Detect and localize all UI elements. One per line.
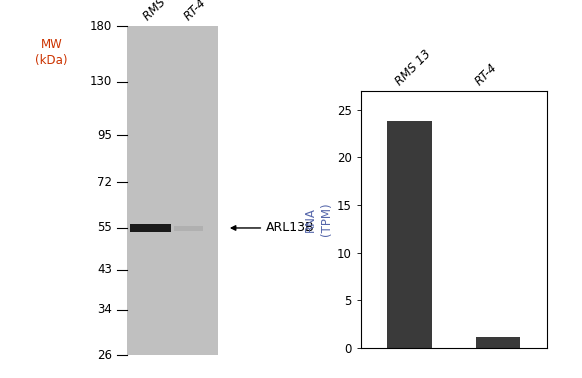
- Text: 34: 34: [97, 303, 112, 316]
- Text: 95: 95: [97, 129, 112, 142]
- Y-axis label: RNA
(TPM): RNA (TPM): [304, 203, 333, 236]
- Bar: [476, 337, 520, 348]
- Text: RT-4: RT-4: [182, 0, 208, 23]
- Bar: [388, 121, 432, 348]
- Text: RT-4: RT-4: [473, 61, 500, 88]
- Text: RMS 13: RMS 13: [393, 48, 433, 88]
- Bar: [127, 26, 218, 355]
- Bar: [175, 226, 203, 231]
- Text: 72: 72: [97, 176, 112, 189]
- Text: MW
(kDa): MW (kDa): [35, 38, 68, 67]
- Text: 130: 130: [90, 75, 112, 88]
- Text: 55: 55: [97, 222, 112, 234]
- Bar: [130, 224, 171, 232]
- Text: 43: 43: [97, 263, 112, 276]
- Text: 180: 180: [90, 20, 112, 33]
- Text: ARL13B: ARL13B: [267, 222, 315, 234]
- Text: 26: 26: [97, 349, 112, 362]
- Text: RMS 13: RMS 13: [141, 0, 181, 23]
